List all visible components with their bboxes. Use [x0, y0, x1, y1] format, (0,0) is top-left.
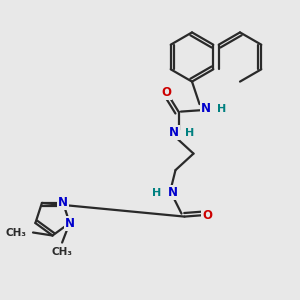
Text: H: H: [152, 188, 161, 198]
Text: CH₃: CH₃: [6, 227, 27, 238]
Text: H: H: [217, 103, 226, 114]
Text: N: N: [169, 126, 179, 139]
Text: N: N: [167, 186, 178, 199]
Text: O: O: [161, 85, 172, 99]
Text: N: N: [64, 217, 75, 230]
Text: O: O: [202, 208, 212, 222]
Text: H: H: [185, 128, 194, 138]
Text: CH₃: CH₃: [52, 247, 73, 257]
Text: N: N: [58, 196, 68, 209]
Text: N: N: [200, 102, 211, 115]
